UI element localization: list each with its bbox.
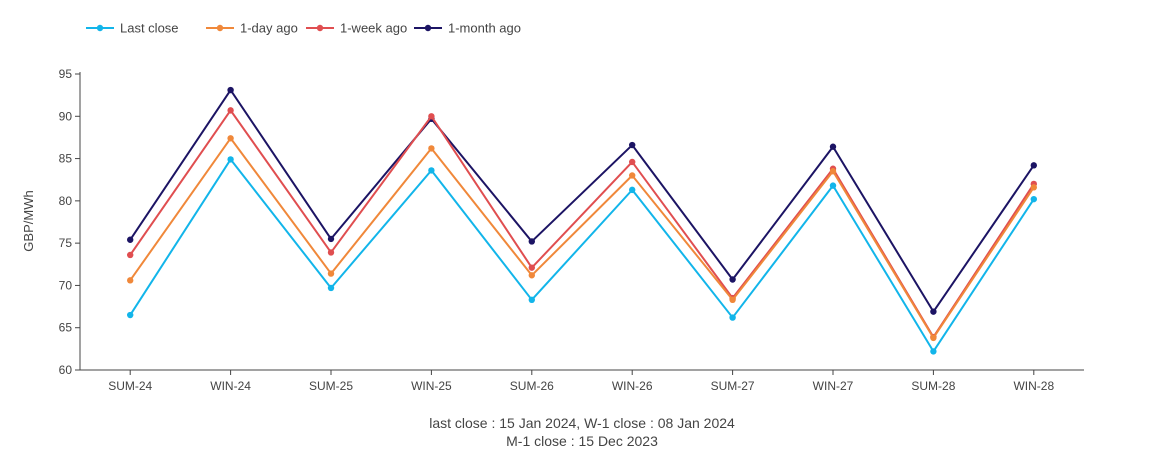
data-point[interactable] — [127, 251, 134, 259]
data-point[interactable] — [227, 135, 234, 142]
data-point[interactable] — [629, 158, 636, 166]
y-tick-label: 60 — [59, 363, 73, 377]
x-tick-label: WIN-28 — [1013, 379, 1054, 393]
data-point[interactable] — [428, 145, 435, 152]
data-point[interactable] — [428, 167, 435, 174]
legend-swatch-marker — [424, 24, 432, 32]
data-point[interactable] — [629, 172, 636, 179]
series-line — [129, 109, 1035, 339]
data-point[interactable] — [528, 296, 535, 304]
data-point[interactable] — [829, 182, 837, 189]
data-point[interactable] — [227, 107, 234, 114]
plot-area — [127, 86, 1038, 355]
data-point[interactable] — [327, 270, 335, 277]
legend-swatch-marker — [96, 24, 104, 32]
caption-line-1: last close : 15 Jan 2024, W-1 close : 08… — [429, 415, 735, 431]
legend-label: 1-week ago — [340, 21, 407, 36]
data-point[interactable] — [227, 86, 234, 94]
legend-label: 1-day ago — [240, 21, 298, 36]
legend-item[interactable]: Last close — [86, 21, 179, 36]
data-point[interactable] — [930, 334, 937, 342]
x-tick-label: SUM-27 — [711, 379, 755, 393]
data-point[interactable] — [829, 168, 837, 175]
data-point[interactable] — [629, 186, 636, 194]
x-tick-label: SUM-25 — [309, 379, 353, 393]
data-point[interactable] — [428, 113, 435, 120]
data-point[interactable] — [127, 236, 134, 243]
data-point[interactable] — [1030, 195, 1038, 203]
data-point[interactable] — [930, 348, 937, 355]
x-tick-label: SUM-26 — [510, 379, 554, 393]
data-point[interactable] — [729, 276, 736, 283]
series-line — [129, 137, 1035, 339]
data-point[interactable] — [729, 296, 736, 304]
data-point[interactable] — [1030, 184, 1038, 191]
series-last-close — [127, 156, 1038, 355]
data-point[interactable] — [127, 311, 134, 319]
data-point[interactable] — [528, 264, 535, 271]
x-tick-label: WIN-24 — [210, 379, 251, 393]
x-axis: SUM-24 WIN-24 SUM-25 WIN-25 SUM-26 WIN-26 SUM-… — [80, 369, 1084, 393]
data-point[interactable] — [629, 141, 636, 149]
data-point[interactable] — [930, 308, 937, 315]
y-tick-label: 65 — [59, 321, 73, 335]
caption-line-2: M-1 close : 15 Dec 2023 — [506, 433, 658, 449]
y-tick-label: 75 — [59, 236, 73, 250]
y-tick-label: 90 — [59, 109, 73, 123]
data-point[interactable] — [327, 235, 335, 243]
y-tick-label: 80 — [59, 194, 73, 208]
data-point[interactable] — [127, 277, 134, 284]
x-tick-label: WIN-26 — [612, 379, 653, 393]
legend-label: Last close — [120, 21, 179, 36]
data-point[interactable] — [327, 284, 335, 292]
data-point[interactable] — [528, 238, 535, 245]
x-tick-label: WIN-27 — [813, 379, 854, 393]
data-point[interactable] — [829, 143, 837, 150]
legend-item[interactable]: 1-week ago — [306, 21, 407, 36]
x-tick-label: WIN-25 — [411, 379, 452, 393]
legend-item[interactable]: 1-month ago — [414, 21, 521, 36]
legend-swatch-marker — [216, 24, 224, 32]
series-1-day-ago — [127, 135, 1038, 342]
data-point[interactable] — [327, 249, 335, 256]
y-tick-label: 95 — [59, 67, 73, 81]
y-axis: 60 65 70 75 80 85 90 95 — [59, 67, 81, 377]
legend-swatch-marker — [316, 24, 324, 32]
data-point[interactable] — [227, 156, 234, 163]
data-point[interactable] — [528, 272, 535, 279]
y-tick-label: 70 — [59, 278, 73, 292]
x-tick-label: SUM-24 — [108, 379, 152, 393]
data-point[interactable] — [729, 314, 736, 321]
legend: Last close 1-day ago 1-week ago 1-month ago — [86, 21, 521, 36]
series-1-week-ago — [127, 107, 1038, 341]
data-point[interactable] — [1030, 162, 1038, 169]
legend-item[interactable]: 1-day ago — [206, 21, 298, 36]
x-tick-label: SUM-28 — [911, 379, 955, 393]
y-axis-title: GBP/MWh — [21, 190, 36, 251]
series-line — [129, 89, 1035, 313]
y-tick-label: 85 — [59, 152, 73, 166]
series-line — [129, 158, 1035, 353]
legend-label: 1-month ago — [448, 21, 521, 36]
